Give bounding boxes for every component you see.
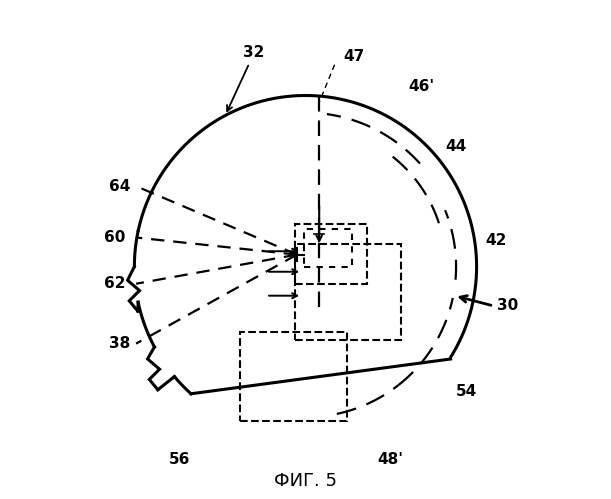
Bar (295, 224, 367, 284)
Text: 44: 44 (446, 139, 467, 154)
Text: 46': 46' (408, 79, 434, 94)
Bar (304, 229, 352, 266)
Text: 56: 56 (169, 453, 190, 468)
Text: ФИГ. 5: ФИГ. 5 (274, 472, 337, 490)
Text: 38: 38 (109, 336, 130, 351)
Text: 47: 47 (343, 48, 364, 64)
Text: 32: 32 (227, 45, 265, 111)
Bar (241, 332, 346, 421)
Text: 42: 42 (485, 234, 507, 249)
Text: 62: 62 (104, 276, 125, 291)
Text: 60: 60 (104, 230, 125, 245)
Bar (295, 245, 401, 340)
Text: 48': 48' (378, 453, 403, 468)
Text: 54: 54 (456, 384, 477, 399)
Text: 30: 30 (497, 298, 518, 313)
Text: 64: 64 (109, 179, 130, 194)
